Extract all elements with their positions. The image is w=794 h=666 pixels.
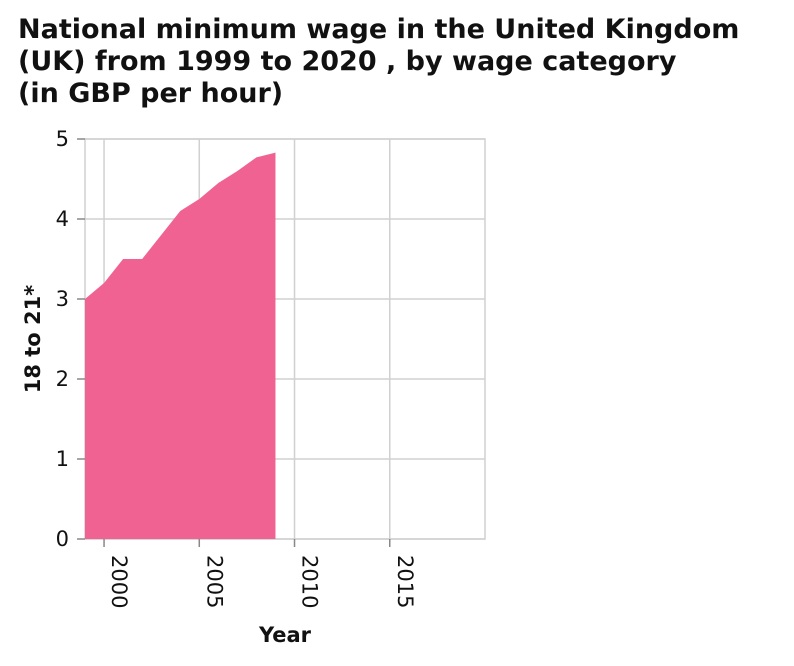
- y-tick-label: 1: [56, 447, 69, 471]
- area-fill: [85, 152, 276, 539]
- chart-title: National minimum wage in the United King…: [18, 14, 740, 109]
- x-axis-label: Year: [258, 623, 312, 647]
- x-tick-label: 2000: [107, 555, 131, 608]
- y-tick-label: 5: [56, 127, 69, 151]
- y-tick-label: 4: [56, 207, 69, 231]
- y-tick-label: 3: [56, 287, 69, 311]
- y-tick-label: 2: [56, 367, 69, 391]
- x-tick-label: 2010: [298, 555, 322, 608]
- axis-ticks: 0 1 2 3 4 5 2000 2005 2010 2015: [56, 127, 417, 608]
- y-tick-label: 0: [56, 527, 69, 551]
- y-axis-label: 18 to 21*: [21, 285, 45, 394]
- x-tick-label: 2015: [393, 555, 417, 608]
- area-series: [84, 152, 276, 539]
- x-tick-label: 2005: [202, 555, 226, 608]
